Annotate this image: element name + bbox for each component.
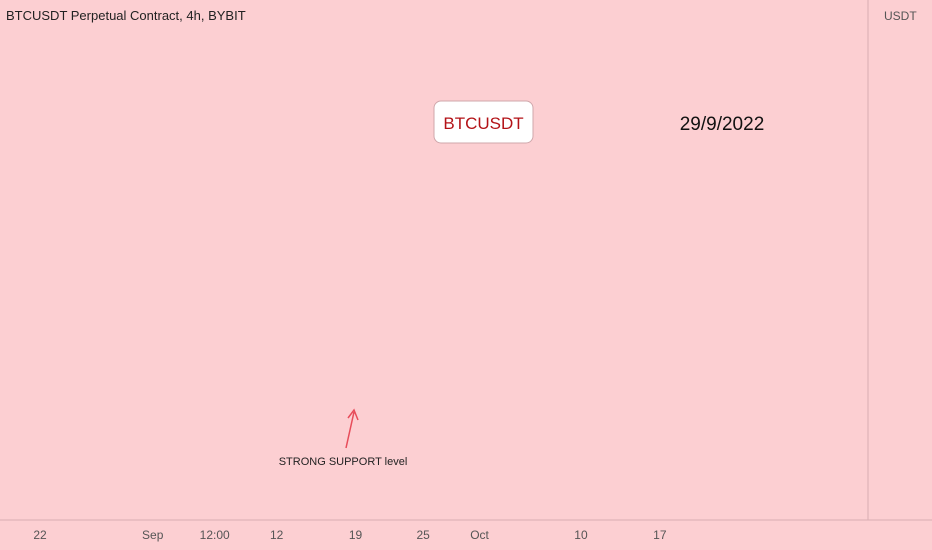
price-axis-panel: [868, 0, 932, 550]
support-note: STRONG SUPPORT level: [279, 456, 408, 468]
symbol-box: BTCUSDT: [433, 100, 534, 144]
time-tick-Sep: Sep: [142, 528, 164, 542]
time-axis-labels: 22 Sep 12:00 12 19 25 Oct 10 17: [33, 528, 667, 542]
annotations: [345, 408, 359, 449]
support-arrow-head: [347, 408, 359, 421]
date-annotation: 29/9/2022: [680, 114, 765, 135]
time-tick-Oct: Oct: [470, 528, 489, 542]
axis-unit-label: USDT: [884, 9, 917, 23]
time-tick-17: 17: [653, 528, 667, 542]
time-tick-12: 12: [270, 528, 284, 542]
time-tick-10: 10: [574, 528, 588, 542]
chart-title: BTCUSDT Perpetual Contract, 4h, BYBIT: [6, 8, 246, 23]
symbol-box-frame: [433, 100, 534, 144]
symbol-box-text: BTCUSDT: [443, 114, 523, 133]
time-tick-1200: 12:00: [200, 528, 230, 542]
time-tick-19: 19: [349, 528, 363, 542]
time-tick-25: 25: [417, 528, 431, 542]
time-tick-22: 22: [33, 528, 47, 542]
support-arrow-shaft: [345, 411, 355, 449]
